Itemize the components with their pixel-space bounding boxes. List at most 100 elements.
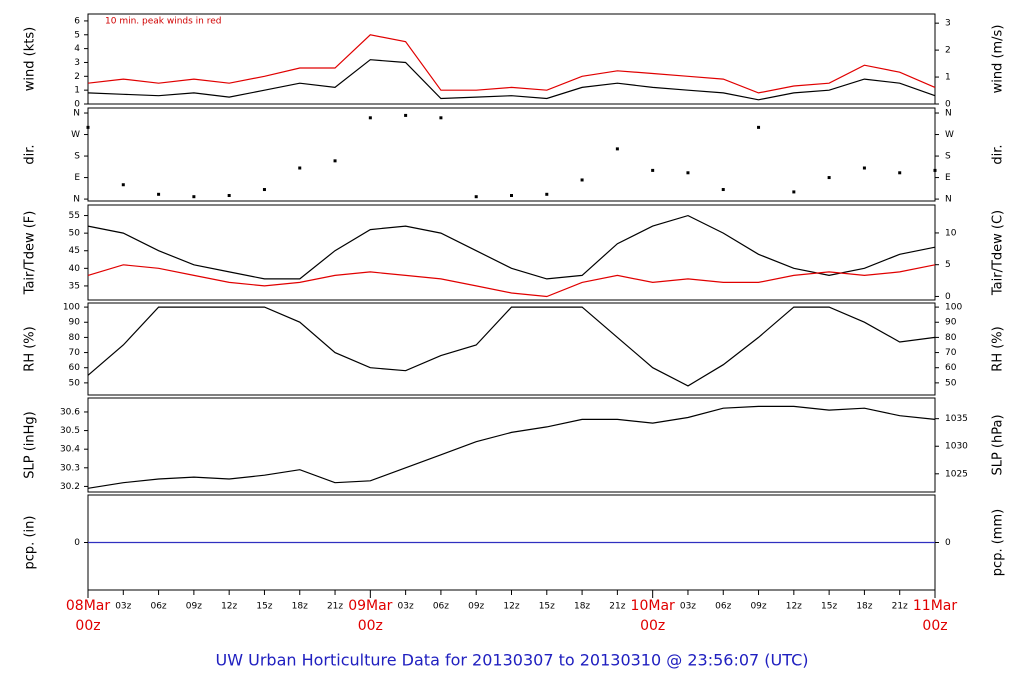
dir-point — [615, 147, 619, 151]
y-tick-label: 45 — [69, 246, 80, 256]
series-line — [87, 405, 936, 489]
dir-point — [404, 113, 408, 117]
dir-point — [333, 159, 337, 163]
y2-axis-label: wind (m/s) — [991, 25, 1006, 94]
dir-point — [121, 183, 125, 187]
y2-tick-label: 3 — [945, 19, 951, 29]
y-tick-label: 50 — [69, 229, 81, 239]
y-tick-label: S — [74, 152, 80, 162]
y-tick-label: 2 — [74, 72, 80, 82]
y-tick-label: 100 — [63, 303, 80, 313]
panel-frame — [87, 397, 936, 493]
x-tick-label: 15z — [539, 602, 555, 612]
y2-tick-label: 10 — [945, 228, 957, 238]
y-tick-label: 35 — [69, 281, 80, 291]
dir-point — [827, 176, 831, 180]
dir-point — [474, 195, 478, 199]
x-tick-label: 15z — [821, 602, 837, 612]
y-tick-label: 5 — [74, 30, 80, 40]
y-axis-label: Tair/Tdew (F) — [23, 211, 38, 296]
y-tick-label: N — [73, 195, 80, 205]
x-tick-label: 06z — [150, 602, 166, 612]
y2-tick-label: 1030 — [945, 442, 968, 452]
y-tick-label: N — [73, 109, 80, 119]
y2-tick-label: 0 — [945, 538, 951, 548]
y-axis-label: SLP (inHg) — [23, 411, 38, 479]
y-tick-label: W — [71, 130, 80, 140]
dir-point — [686, 171, 690, 175]
y-axis-label: wind (kts) — [23, 27, 38, 91]
x-tick-label: 12z — [503, 602, 519, 612]
y2-tick-label: 1035 — [945, 414, 968, 424]
x-tick-label: 09z — [468, 602, 484, 612]
x-tick-label: 12z — [786, 602, 802, 612]
y2-axis-label: pcp. (mm) — [991, 509, 1006, 576]
y2-tick-label: N — [945, 195, 952, 205]
dir-point — [368, 116, 372, 120]
dir-point — [192, 195, 196, 199]
x-tick-label: 15z — [256, 602, 272, 612]
dir-point — [580, 178, 584, 182]
y-tick-label: 30.6 — [60, 407, 80, 417]
y2-tick-label: 2 — [945, 46, 951, 56]
y2-tick-label: N — [945, 109, 952, 119]
x-tick-label: 09z — [750, 602, 766, 612]
y-tick-label: 55 — [69, 211, 80, 221]
y-tick-label: 60 — [69, 363, 81, 373]
x-tick-label: 09Mar 00z — [348, 598, 392, 634]
y2-tick-label: 1 — [945, 73, 951, 83]
dir-point — [157, 192, 161, 196]
y2-tick-label: 0 — [945, 292, 951, 302]
y2-tick-label: S — [945, 152, 951, 162]
y-tick-label: E — [74, 173, 80, 183]
y-axis-label: RH (%) — [23, 326, 38, 371]
panel-frame — [87, 107, 936, 202]
x-tick-label: 21z — [327, 602, 343, 612]
y-tick-label: 90 — [69, 318, 81, 328]
dir-point — [757, 125, 761, 129]
y2-tick-label: 0 — [945, 100, 951, 110]
dir-point — [933, 168, 937, 172]
y2-tick-label: 90 — [945, 318, 957, 328]
series-line — [87, 306, 936, 387]
series-line — [87, 214, 936, 280]
x-tick-label: 12z — [221, 602, 237, 612]
y-tick-label: 30.2 — [60, 482, 80, 492]
y2-tick-label: 5 — [945, 260, 951, 270]
y2-tick-label: 70 — [945, 348, 957, 358]
y2-tick-label: 100 — [945, 303, 962, 313]
chart-title: UW Urban Horticulture Data for 20130307 … — [216, 651, 809, 670]
y-axis-label: dir. — [23, 144, 38, 164]
y-tick-label: 0 — [74, 538, 80, 548]
y-tick-label: 30.4 — [60, 445, 80, 455]
dir-point — [862, 166, 866, 170]
y2-tick-label: E — [945, 173, 951, 183]
y2-axis-label: SLP (hPa) — [991, 414, 1006, 475]
x-tick-label: 18z — [856, 602, 872, 612]
y-tick-label: 6 — [74, 16, 80, 26]
series-line — [87, 59, 936, 101]
y2-axis-label: Tair/Tdew (C) — [991, 210, 1006, 296]
y2-tick-label: 60 — [945, 363, 957, 373]
x-tick-label: 11Mar 00z — [913, 598, 957, 634]
dir-point — [86, 125, 90, 129]
x-tick-label: 08Mar 00z — [66, 598, 110, 634]
y-tick-label: 40 — [69, 264, 81, 274]
y-tick-label: 4 — [74, 44, 80, 54]
y-tick-label: 0 — [74, 100, 80, 110]
dir-point — [227, 194, 231, 198]
y2-tick-label: 1025 — [945, 469, 968, 479]
y2-axis-label: RH (%) — [991, 326, 1006, 371]
dir-point — [545, 192, 549, 196]
y2-axis-label: dir. — [991, 144, 1006, 164]
dir-point — [651, 168, 655, 172]
dir-point — [898, 171, 902, 175]
y-tick-label: 1 — [74, 86, 80, 96]
x-tick-label: 06z — [715, 602, 731, 612]
series-line — [87, 34, 936, 94]
dir-point — [298, 166, 302, 170]
x-tick-label: 21z — [609, 602, 625, 612]
x-tick-label: 09z — [186, 602, 202, 612]
x-tick-label: 03z — [115, 602, 131, 612]
y2-tick-label: 80 — [945, 333, 957, 343]
